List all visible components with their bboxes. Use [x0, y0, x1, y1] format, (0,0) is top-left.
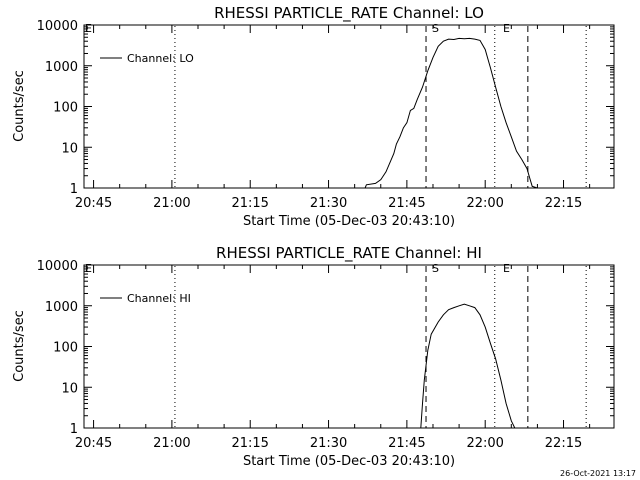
series-line-lo [364, 37, 538, 189]
y-tick-label: 10 [61, 381, 78, 396]
y-axis-label: Counts/sec [12, 310, 27, 382]
x-tick-label: 21:00 [153, 436, 190, 451]
x-tick-label: 22:00 [466, 196, 503, 211]
plot-timestamp: 26-Oct-2021 13:17 [560, 469, 636, 478]
vlines [174, 26, 587, 188]
y-tick-label: 100 [53, 101, 78, 116]
y-tick-label: 10000 [37, 259, 78, 274]
y-tick-label: 10 [61, 141, 78, 156]
y-tick-label: 100 [53, 341, 78, 356]
y-tick-label: 1000 [45, 300, 78, 315]
marker-start: S [432, 22, 439, 35]
marker-end: E [503, 262, 510, 275]
x-tick-label: 21:00 [153, 196, 190, 211]
legend-label: Channel: LO [127, 52, 194, 65]
legend-label: Channel: HI [127, 292, 191, 305]
tick-marks [84, 24, 614, 189]
x-axis-label: Start Time (05-Dec-03 20:43:10) [243, 454, 455, 469]
x-tick-label: 22:15 [545, 196, 582, 211]
x-tick-label: 20:45 [75, 196, 112, 211]
x-tick-labels: 20:45 21:00 21:15 21:30 21:45 22:00 22:15 [75, 436, 582, 451]
marker-left-edge: E [85, 262, 92, 275]
y-tick-label: 1000 [45, 60, 78, 75]
x-tick-label: 21:45 [388, 436, 425, 451]
marker-left-edge: E [85, 22, 92, 35]
vlines [174, 266, 587, 428]
panel-hi: RHESSI PARTICLE_RATE Channel: HI E S E 2… [12, 244, 615, 469]
marker-start: S [432, 262, 439, 275]
x-tick-label: 21:45 [388, 196, 425, 211]
x-tick-label: 21:30 [310, 196, 347, 211]
y-tick-label: 1 [70, 182, 78, 197]
x-axis-label: Start Time (05-Dec-03 20:43:10) [243, 214, 455, 229]
tick-marks [84, 264, 614, 429]
chart-title: RHESSI PARTICLE_RATE Channel: LO [214, 4, 484, 23]
marker-end: E [503, 22, 510, 35]
x-tick-label: 21:15 [231, 196, 268, 211]
y-axis-label: Counts/sec [12, 70, 27, 142]
x-tick-label: 21:30 [310, 436, 347, 451]
panel-lo: RHESSI PARTICLE_RATE Channel: LO E S E 2… [12, 4, 615, 229]
plot-frame [83, 264, 615, 429]
y-tick-label: 10000 [37, 19, 78, 34]
series-line-hi [420, 303, 516, 429]
y-tick-labels: 1 10 100 1000 10000 [37, 259, 78, 437]
plot-frame [83, 24, 615, 189]
x-tick-labels: 20:45 21:00 21:15 21:30 21:45 22:00 22:15 [75, 196, 582, 211]
x-tick-label: 22:00 [466, 436, 503, 451]
chart-title: RHESSI PARTICLE_RATE Channel: HI [216, 244, 482, 263]
x-tick-label: 21:15 [231, 436, 268, 451]
y-tick-label: 1 [70, 422, 78, 437]
x-tick-label: 20:45 [75, 436, 112, 451]
y-tick-labels: 1 10 100 1000 10000 [37, 19, 78, 197]
x-tick-label: 22:15 [545, 436, 582, 451]
